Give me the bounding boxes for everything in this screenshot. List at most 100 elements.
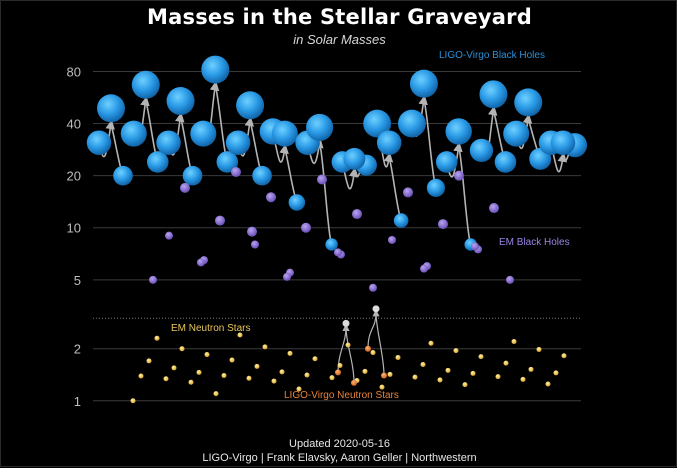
em-bh-point xyxy=(165,231,173,240)
ligo-bh-final-point xyxy=(376,130,402,155)
em-bh-point xyxy=(247,226,257,237)
em-ns-point xyxy=(196,369,202,375)
em-ns-point xyxy=(296,386,302,392)
ns-merger-arrow xyxy=(375,312,385,376)
em-ns-point xyxy=(246,375,252,381)
em-ns-point xyxy=(561,353,567,359)
em-bh-point xyxy=(403,187,413,198)
em-ns-point xyxy=(312,356,318,362)
ligo-bh-point xyxy=(86,130,112,155)
em-ns-point xyxy=(237,332,243,338)
em-ns-point xyxy=(545,381,551,387)
footer-credits: LIGO-Virgo | Frank Elavsky, Aaron Geller… xyxy=(202,452,477,464)
em-ns-point xyxy=(171,365,177,371)
em-ns-point xyxy=(271,378,277,384)
ligo-ns-point xyxy=(351,379,357,386)
chart-title: Masses in the Stellar Graveyard xyxy=(147,5,532,29)
ligo-bh-final-point xyxy=(166,87,195,116)
em-bh-point xyxy=(334,248,342,257)
ligo-bh-final-point xyxy=(201,55,230,84)
y-tick-label-20: 20 xyxy=(67,169,81,184)
em-ns-point xyxy=(130,398,136,404)
ligo-bh-point xyxy=(182,165,203,186)
em-bh-point xyxy=(506,275,514,284)
ligo-bh-point xyxy=(252,165,272,186)
em-ns-point xyxy=(511,339,517,345)
em-bh-point xyxy=(231,166,241,177)
em-ns-point xyxy=(495,374,501,380)
ligo-bh-final-point xyxy=(236,91,265,120)
em-bh-point xyxy=(283,272,291,281)
em-bh-point xyxy=(489,203,499,214)
legend-ligo-neutron-stars: LIGO-Virgo Neutron Stars xyxy=(284,390,399,401)
em-bh-point xyxy=(420,264,428,273)
y-tick-label-10: 10 xyxy=(67,221,81,236)
em-ns-point xyxy=(445,367,451,373)
footer-updated: Updated 2020-05-16 xyxy=(289,438,390,450)
ligo-bh-final-point xyxy=(343,147,366,170)
ligo-bh-final-point xyxy=(514,88,543,117)
ligo-bh-final-point xyxy=(306,113,334,141)
legend-em-black-holes: EM Black Holes xyxy=(499,237,570,248)
ligo-bh-point xyxy=(156,130,181,155)
em-bh-point xyxy=(301,222,311,233)
merger-arrow xyxy=(423,99,437,189)
em-bh-point xyxy=(149,275,157,284)
em-ns-point xyxy=(254,363,260,369)
ligo-bh-point xyxy=(398,109,426,138)
em-ns-point xyxy=(395,354,401,360)
ligo-bh-final-point xyxy=(97,94,125,123)
em-bh-point xyxy=(369,283,377,292)
em-bh-point xyxy=(197,258,205,267)
em-ns-point xyxy=(370,350,376,356)
em-ns-point xyxy=(553,370,559,376)
em-bh-point xyxy=(438,219,448,230)
legend-ligo-black-holes: LIGO-Virgo Black Holes xyxy=(439,50,545,61)
em-ns-point xyxy=(138,373,144,379)
em-bh-point xyxy=(388,235,396,244)
ligo-bh-point xyxy=(503,120,530,147)
ligo-bh-point xyxy=(325,238,338,251)
em-bh-point xyxy=(215,215,225,226)
em-ns-point xyxy=(478,354,484,360)
ns-merger-arrow xyxy=(345,327,355,383)
em-ns-point xyxy=(437,377,443,383)
legend-em-neutron-stars: EM Neutron Stars xyxy=(171,323,251,334)
ligo-bh-final-point xyxy=(550,130,576,155)
em-bh-point xyxy=(180,182,190,193)
em-ns-point xyxy=(412,374,418,380)
ligo-ns-point xyxy=(335,369,341,376)
y-tick-label-80: 80 xyxy=(67,64,81,79)
em-ns-point xyxy=(229,357,235,363)
ligo-ns-point xyxy=(381,372,387,379)
em-ns-point xyxy=(304,372,310,378)
ligo-bh-final-point xyxy=(409,69,438,98)
em-ns-point xyxy=(329,375,335,381)
em-bh-point xyxy=(471,242,479,251)
em-ns-point xyxy=(279,369,285,375)
em-ns-point xyxy=(337,362,343,368)
y-tick-label-40: 40 xyxy=(67,117,81,132)
em-bh-point xyxy=(317,174,327,185)
y-tick-label-2: 2 xyxy=(74,342,81,357)
ligo-bh-point xyxy=(435,151,458,173)
em-ns-point xyxy=(462,382,468,388)
ligo-bh-point xyxy=(363,109,392,138)
ligo-bh-point xyxy=(216,151,239,173)
merger-arrow xyxy=(457,146,472,245)
merger-arrow xyxy=(318,142,333,245)
em-ns-point xyxy=(146,358,152,364)
em-ns-point xyxy=(204,352,210,358)
em-ns-point xyxy=(420,362,426,368)
em-ns-point xyxy=(379,384,385,390)
ligo-bh-point xyxy=(469,138,494,163)
ligo-ns-final-point xyxy=(372,305,380,313)
ligo-bh-point xyxy=(393,213,409,228)
em-ns-point xyxy=(520,376,526,382)
em-ns-point xyxy=(179,346,185,352)
ligo-bh-point xyxy=(120,120,147,147)
em-bh-point xyxy=(251,240,259,249)
em-ns-point xyxy=(453,348,459,354)
em-ns-point xyxy=(221,373,227,379)
